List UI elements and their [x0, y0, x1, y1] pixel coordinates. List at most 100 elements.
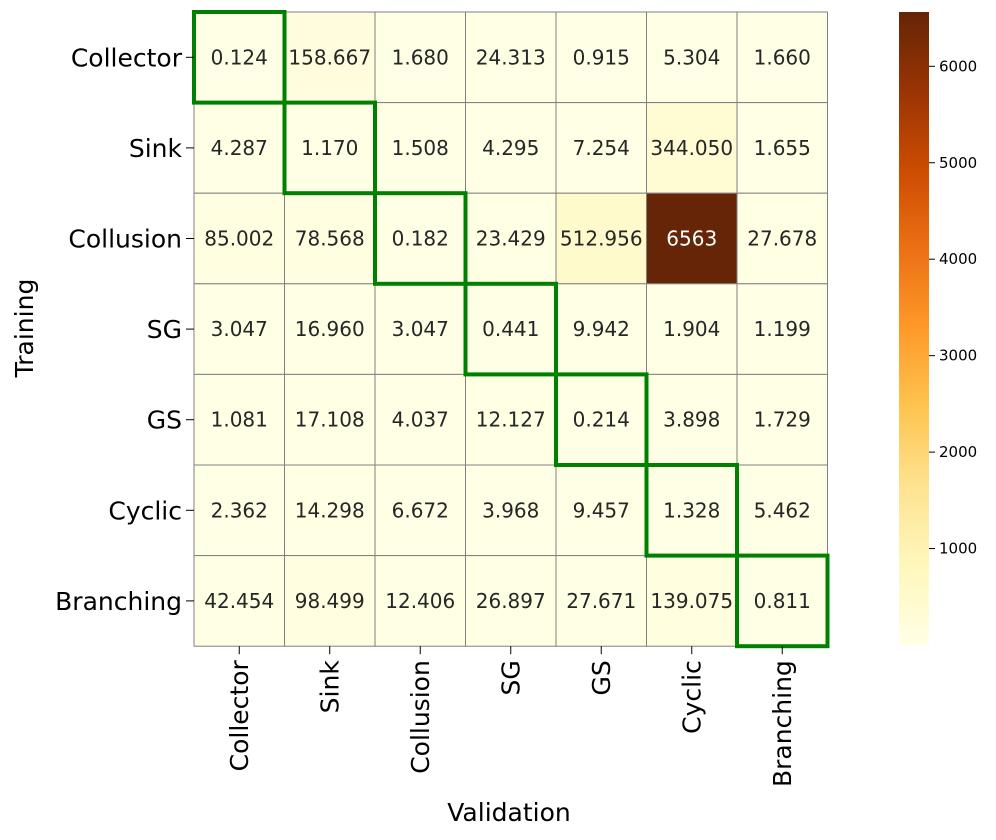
- cell-value-label: 512.956: [560, 227, 643, 251]
- heatmap-cell: [374, 102, 466, 194]
- heatmap-cell: [555, 464, 647, 557]
- cell-value-label: 24.313: [476, 45, 546, 69]
- cell-value-label: 12.406: [385, 589, 455, 613]
- cell-value-label: 0.441: [482, 317, 539, 341]
- x-tick-label: Sink: [316, 660, 345, 714]
- cell-value-label: 0.182: [392, 227, 449, 251]
- heatmap-cell: [193, 555, 285, 647]
- diagonal-highlight-box: [554, 372, 649, 467]
- heatmap-cell: [736, 373, 828, 466]
- cell-value-label: 3.898: [663, 408, 720, 432]
- y-tick-label: SG: [147, 315, 182, 344]
- cell-value-label: 1.904: [663, 317, 720, 341]
- y-axis-ticks: Collector Sink Collusion SG GS Cyclic Branchin…: [55, 43, 194, 616]
- y-tick-label: Collector: [71, 43, 183, 72]
- heatmap-cell: [193, 11, 285, 104]
- cell-value-label: 85.002: [204, 227, 274, 251]
- cell-value-label: 6.672: [392, 498, 449, 522]
- heatmap-cell: [736, 555, 828, 647]
- colorbar-tick-label: 1000: [939, 540, 977, 558]
- cell-value-label: 1.680: [392, 45, 449, 69]
- colorbar-tick-label: 4000: [939, 250, 977, 268]
- heatmap-cell: [646, 555, 738, 647]
- cell-value-label: 0.915: [573, 45, 630, 69]
- heatmap-cell: [646, 283, 738, 375]
- heatmap-cell: [555, 192, 647, 285]
- diagonal-highlight-box: [282, 100, 377, 196]
- diagonal-highlight: [192, 10, 830, 649]
- y-tick-label: Cyclic: [108, 496, 182, 525]
- colorbar-tick-label: 5000: [939, 154, 977, 172]
- cell-value-label: 4.287: [211, 136, 268, 160]
- cell-value-label: 2.362: [211, 498, 268, 522]
- cell-value-label: 5.304: [663, 45, 720, 69]
- cell-value-label: 0.124: [211, 45, 268, 69]
- heatmap-cell: [374, 192, 466, 285]
- cell-value-label: 9.942: [573, 317, 630, 341]
- cell-value-label: 3.047: [392, 317, 449, 341]
- diagonal-highlight-box: [373, 191, 468, 286]
- y-tick-label: Branching: [55, 587, 182, 616]
- cell-value-label: 23.429: [476, 227, 546, 251]
- colorbar-tick-label: 6000: [939, 57, 977, 75]
- cell-value-label: 0.214: [573, 408, 630, 432]
- cell-value-label: 1.508: [392, 136, 449, 160]
- heatmap-cell: [736, 464, 828, 557]
- cell-value-label: 42.454: [204, 589, 274, 613]
- cell-value-label: 27.671: [566, 589, 636, 613]
- heatmap-cell: [555, 102, 647, 194]
- cell-value-label: 4.037: [392, 408, 449, 432]
- heatmap-cell: [284, 11, 376, 104]
- cell-value-label: 9.457: [573, 498, 630, 522]
- cell-value-label: 16.960: [295, 317, 365, 341]
- y-tick-label: GS: [147, 406, 182, 435]
- heatmap-cell: [465, 283, 557, 375]
- cell-value-label: 98.499: [295, 589, 365, 613]
- heatmap-cell: [374, 11, 466, 104]
- heatmap-cell: [736, 283, 828, 375]
- colorbar: 1000 2000 3000 4000 5000 6000: [899, 12, 977, 645]
- heatmap-cell: [465, 11, 557, 104]
- cell-value-label: 3.968: [482, 498, 539, 522]
- heatmap-cell: [374, 555, 466, 647]
- heatmap-cell: [193, 283, 285, 375]
- heatmap-cell: [555, 555, 647, 647]
- y-tick-label: Sink: [129, 134, 183, 163]
- heatmap-cell: [284, 192, 376, 285]
- heatmap-cell: [465, 464, 557, 557]
- heatmap-cell: [284, 464, 376, 557]
- x-axis-title: Validation: [447, 798, 570, 827]
- cell-value-label: 1.660: [754, 45, 811, 69]
- heatmap-cell: [193, 373, 285, 466]
- heatmap-cell: [646, 102, 738, 194]
- heatmap-cell: [736, 192, 828, 285]
- cell-value-label: 12.127: [476, 408, 546, 432]
- colorbar-tick-label: 2000: [939, 443, 977, 461]
- x-tick-label: Cyclic: [678, 660, 707, 734]
- cell-value-label: 3.047: [211, 317, 268, 341]
- y-tick-label: Collusion: [68, 225, 182, 254]
- cell-value-label: 0.811: [754, 589, 811, 613]
- x-tick-label: GS: [587, 660, 616, 695]
- x-tick-label: Branching: [768, 660, 797, 787]
- cell-value-label: 5.462: [754, 498, 811, 522]
- cell-value-label: 14.298: [295, 498, 365, 522]
- heatmap-cell: [193, 464, 285, 557]
- cell-value-label: 1.328: [663, 498, 720, 522]
- cell-value-label: 158.667: [288, 45, 371, 69]
- heatmap-cell: [465, 555, 557, 647]
- diagonal-highlight-box: [463, 281, 558, 377]
- heatmap-cell: [646, 11, 738, 104]
- cell-value-label: 4.295: [482, 136, 539, 160]
- cell-value-label: 27.678: [747, 227, 817, 251]
- cell-value-label: 6563: [666, 227, 717, 251]
- cell-value-label: 7.254: [573, 136, 630, 160]
- diagonal-highlight-box: [644, 463, 739, 558]
- cell-value-label: 139.075: [650, 589, 733, 613]
- colorbar-tick-label: 3000: [939, 347, 977, 365]
- cell-value-label: 17.108: [295, 408, 365, 432]
- x-tick-label: Collector: [225, 659, 254, 771]
- cell-value-label: 1.081: [211, 408, 268, 432]
- heatmap-cell: [555, 11, 647, 104]
- y-axis-title: Training: [10, 279, 39, 379]
